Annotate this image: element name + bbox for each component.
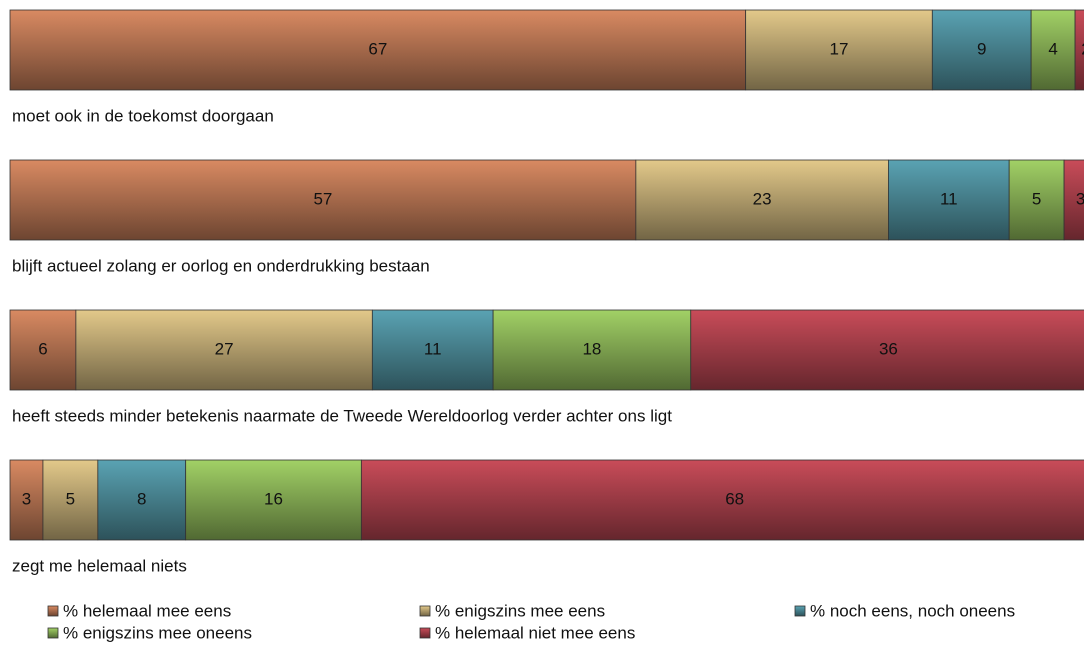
legend-label: % helemaal mee eens: [63, 601, 231, 620]
value-label: 27: [215, 339, 234, 358]
bar-segment: [97, 459, 187, 541]
category-label: moet ook in de toekomst doorgaan: [12, 106, 274, 125]
legend-label: % enigszins mee oneens: [63, 623, 252, 642]
legend-swatch: [47, 605, 59, 617]
category-label: zegt me helemaal niets: [12, 556, 187, 575]
bar-segment: [42, 459, 99, 541]
value-label: 8: [137, 489, 146, 508]
bar-segment: [745, 9, 933, 91]
bar-segment: [75, 309, 373, 391]
legend-swatch: [47, 627, 59, 639]
value-label: 18: [582, 339, 601, 358]
value-label: 17: [830, 39, 849, 58]
legend-swatch: [419, 627, 431, 639]
legend-swatch: [794, 605, 806, 617]
legend-label: % helemaal niet mee eens: [435, 623, 635, 642]
value-label: 5: [1032, 189, 1041, 208]
bar-segment: [690, 309, 1084, 391]
value-label: 11: [940, 189, 958, 208]
bar-segment: [492, 309, 692, 391]
value-label: 9: [977, 39, 986, 58]
value-label: 36: [879, 339, 898, 358]
value-label: 67: [368, 39, 387, 58]
value-label: 3: [22, 489, 31, 508]
value-label: 2: [1081, 39, 1084, 58]
value-label: 16: [264, 489, 283, 508]
value-label: 6: [38, 339, 47, 358]
value-label: 23: [753, 189, 772, 208]
bar-segment: [1074, 9, 1084, 91]
category-label: blijft actueel zolang er oorlog en onder…: [12, 256, 430, 275]
value-label: 68: [725, 489, 744, 508]
bar-segment: [360, 459, 1084, 541]
legend-swatch: [419, 605, 431, 617]
value-label: 57: [313, 189, 332, 208]
bar-segment: [931, 9, 1032, 91]
value-label: 5: [66, 489, 75, 508]
bar-segment: [1063, 159, 1084, 241]
legend-label: % enigszins mee eens: [435, 601, 605, 620]
value-label: 11: [424, 339, 442, 358]
bar-segment: [9, 459, 44, 541]
legend-label: % noch eens, noch oneens: [810, 601, 1015, 620]
value-label: 4: [1048, 39, 1057, 58]
bar-segment: [635, 159, 889, 241]
bar-segment: [185, 459, 362, 541]
bar-segment: [1008, 159, 1065, 241]
bar-segment: [9, 9, 747, 91]
category-label: heeft steeds minder betekenis naarmate d…: [12, 406, 672, 425]
value-label: 3: [1076, 189, 1084, 208]
bar-segment: [9, 309, 77, 391]
bar-segment: [1030, 9, 1076, 91]
